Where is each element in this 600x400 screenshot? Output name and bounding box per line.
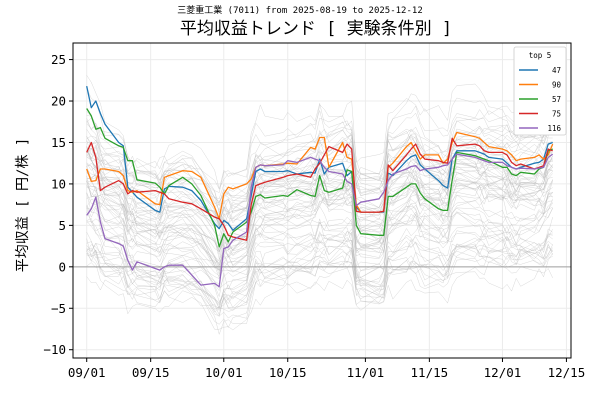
y-tick-label: 5 [58,218,66,233]
plot-frame [72,42,572,359]
background-series-line [86,249,553,319]
background-series-line [86,99,553,200]
y-tick-label: 20 [51,94,66,109]
background-series-line [86,252,553,316]
background-series-line [86,198,553,298]
background-series-line [86,194,553,310]
background-series-line [86,116,553,202]
grid-lines [73,43,571,358]
background-series-line [86,261,553,331]
background-series-line [86,149,553,259]
background-series-line [86,199,553,250]
y-tick-label: 15 [51,135,66,150]
background-series-line [86,192,553,292]
chart-title: 平均収益トレンド [ 実験条件別 ] [180,19,452,39]
top-series [86,85,554,288]
background-series-line [86,208,553,269]
x-tick-label: 12/01 [484,365,522,380]
background-series-line [86,164,553,229]
series-line-75 [86,137,553,241]
background-series-line [86,109,553,225]
background-series [86,75,553,336]
background-series-line [86,166,553,271]
x-tick-label: 09/01 [68,365,106,380]
series-line-116 [86,153,554,288]
y-axis: −10 −5 0 5 10 15 20 25 [43,52,73,357]
background-series-line [86,207,553,310]
y-tick-label: −10 [43,342,66,357]
legend-entry-90: 90 [552,81,562,90]
background-series-line [86,136,553,226]
background-series-line [86,163,553,264]
background-series-line [86,192,553,273]
background-series-line [86,148,553,264]
background-series-line [86,103,553,215]
background-series-line [86,175,553,280]
legend-entry-57: 57 [552,95,561,104]
legend-entry-75: 75 [552,110,561,119]
x-axis: 09/01 09/15 10/01 10/15 11/01 11/15 12/01 12/15 [68,358,585,380]
y-tick-label: 0 [58,259,66,274]
chart-suptitle: 三菱重工業 (7011) from 2025-08-19 to 2025-12-… [177,4,422,16]
legend-title: top 5 [529,51,552,60]
background-series-line [86,186,553,266]
x-tick-label: 10/01 [205,365,243,380]
background-series-line [86,167,553,271]
x-tick-label: 11/15 [411,365,449,380]
legend-entry-47: 47 [552,66,561,75]
y-axis-label: 平均収益 [ 円/株 ] [15,138,31,273]
background-series-line [86,172,553,271]
legend: top 5 47 90 57 75 116 [513,46,567,136]
legend-entry-116: 116 [547,124,561,133]
y-tick-label: −5 [51,301,66,316]
background-series-line [86,182,553,277]
background-series-line [86,158,553,253]
x-tick-label: 10/15 [269,365,307,380]
x-tick-label: 09/15 [132,365,170,380]
background-series-line [86,100,553,190]
background-series-line [86,234,553,291]
y-tick-label: 10 [51,176,66,191]
background-series-line [86,151,553,237]
background-series-line [86,119,553,229]
background-series-line [86,140,553,221]
x-tick-label: 12/15 [548,365,586,380]
background-series-line [86,238,553,309]
background-series-line [86,191,553,276]
series-line-57 [86,108,553,248]
background-series-line [86,232,553,313]
background-series-line [86,184,553,303]
background-series-line [86,240,553,308]
background-series-line [86,82,553,190]
background-series-line [86,236,553,329]
background-series-line [86,243,553,336]
legend-items: 47 90 57 75 116 [519,66,561,133]
series-line-47 [86,85,553,231]
y-tick-label: 25 [51,52,66,67]
legend-box [513,46,567,136]
series-line-90 [86,131,554,220]
x-tick-label: 11/01 [347,365,385,380]
